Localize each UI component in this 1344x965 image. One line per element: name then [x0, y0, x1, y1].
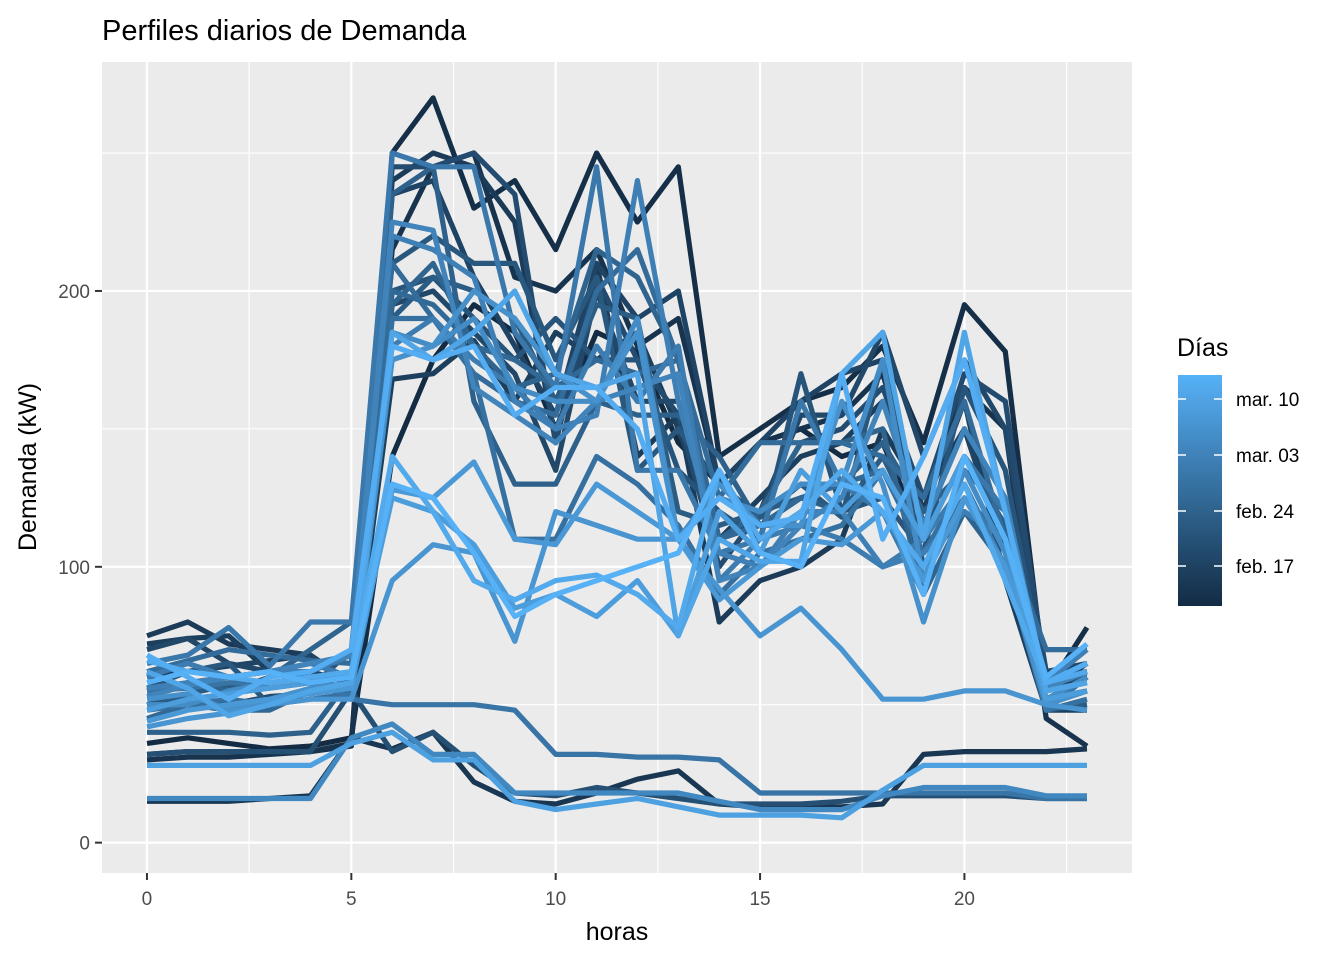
- y-tick-label: 100: [58, 558, 90, 579]
- legend-title: Días: [1177, 334, 1228, 362]
- series-line-33: [146, 453, 1089, 686]
- x-tick-label: 20: [954, 889, 975, 910]
- series-line-31: [146, 453, 1088, 686]
- legend-colorbar: [1178, 375, 1222, 606]
- y-tick-label: 200: [58, 282, 90, 303]
- series-line-25: [146, 288, 1088, 713]
- legend: Días mar. 10 mar. 03 feb. 24 feb. 17: [1177, 334, 1299, 606]
- series-line-29: [147, 729, 1087, 821]
- legend-label: mar. 03: [1236, 446, 1299, 467]
- series-line-9: [146, 688, 1087, 807]
- legend-label: feb. 17: [1236, 557, 1294, 578]
- legend-label: feb. 24: [1236, 502, 1295, 523]
- series-line-32: [145, 343, 1089, 702]
- legend-ticks: mar. 10 mar. 03 feb. 24 feb. 17: [1178, 390, 1299, 578]
- series-line-28: [146, 453, 1088, 713]
- x-axis: 0 5 10 15 20: [142, 873, 975, 910]
- series-line-16: [146, 247, 1087, 675]
- x-axis-label: horas: [586, 918, 649, 946]
- series-line-26: [146, 509, 1088, 730]
- series-line-14: [146, 247, 1088, 702]
- x-tick-label: 0: [142, 889, 153, 910]
- x-tick-label: 10: [545, 889, 566, 910]
- x-tick-label: 5: [346, 889, 357, 910]
- y-tick-label: 0: [79, 834, 90, 855]
- series-layer: [145, 95, 1090, 821]
- series-line-30: [146, 288, 1088, 719]
- chart-title: Perfiles diarios de Demanda: [102, 15, 467, 47]
- y-axis: 0 100 200: [58, 282, 102, 855]
- legend-label: mar. 10: [1236, 390, 1299, 411]
- series-line-23: [147, 721, 1087, 813]
- x-tick-label: 15: [749, 889, 770, 910]
- y-axis-label: Demanda (kW): [14, 383, 42, 551]
